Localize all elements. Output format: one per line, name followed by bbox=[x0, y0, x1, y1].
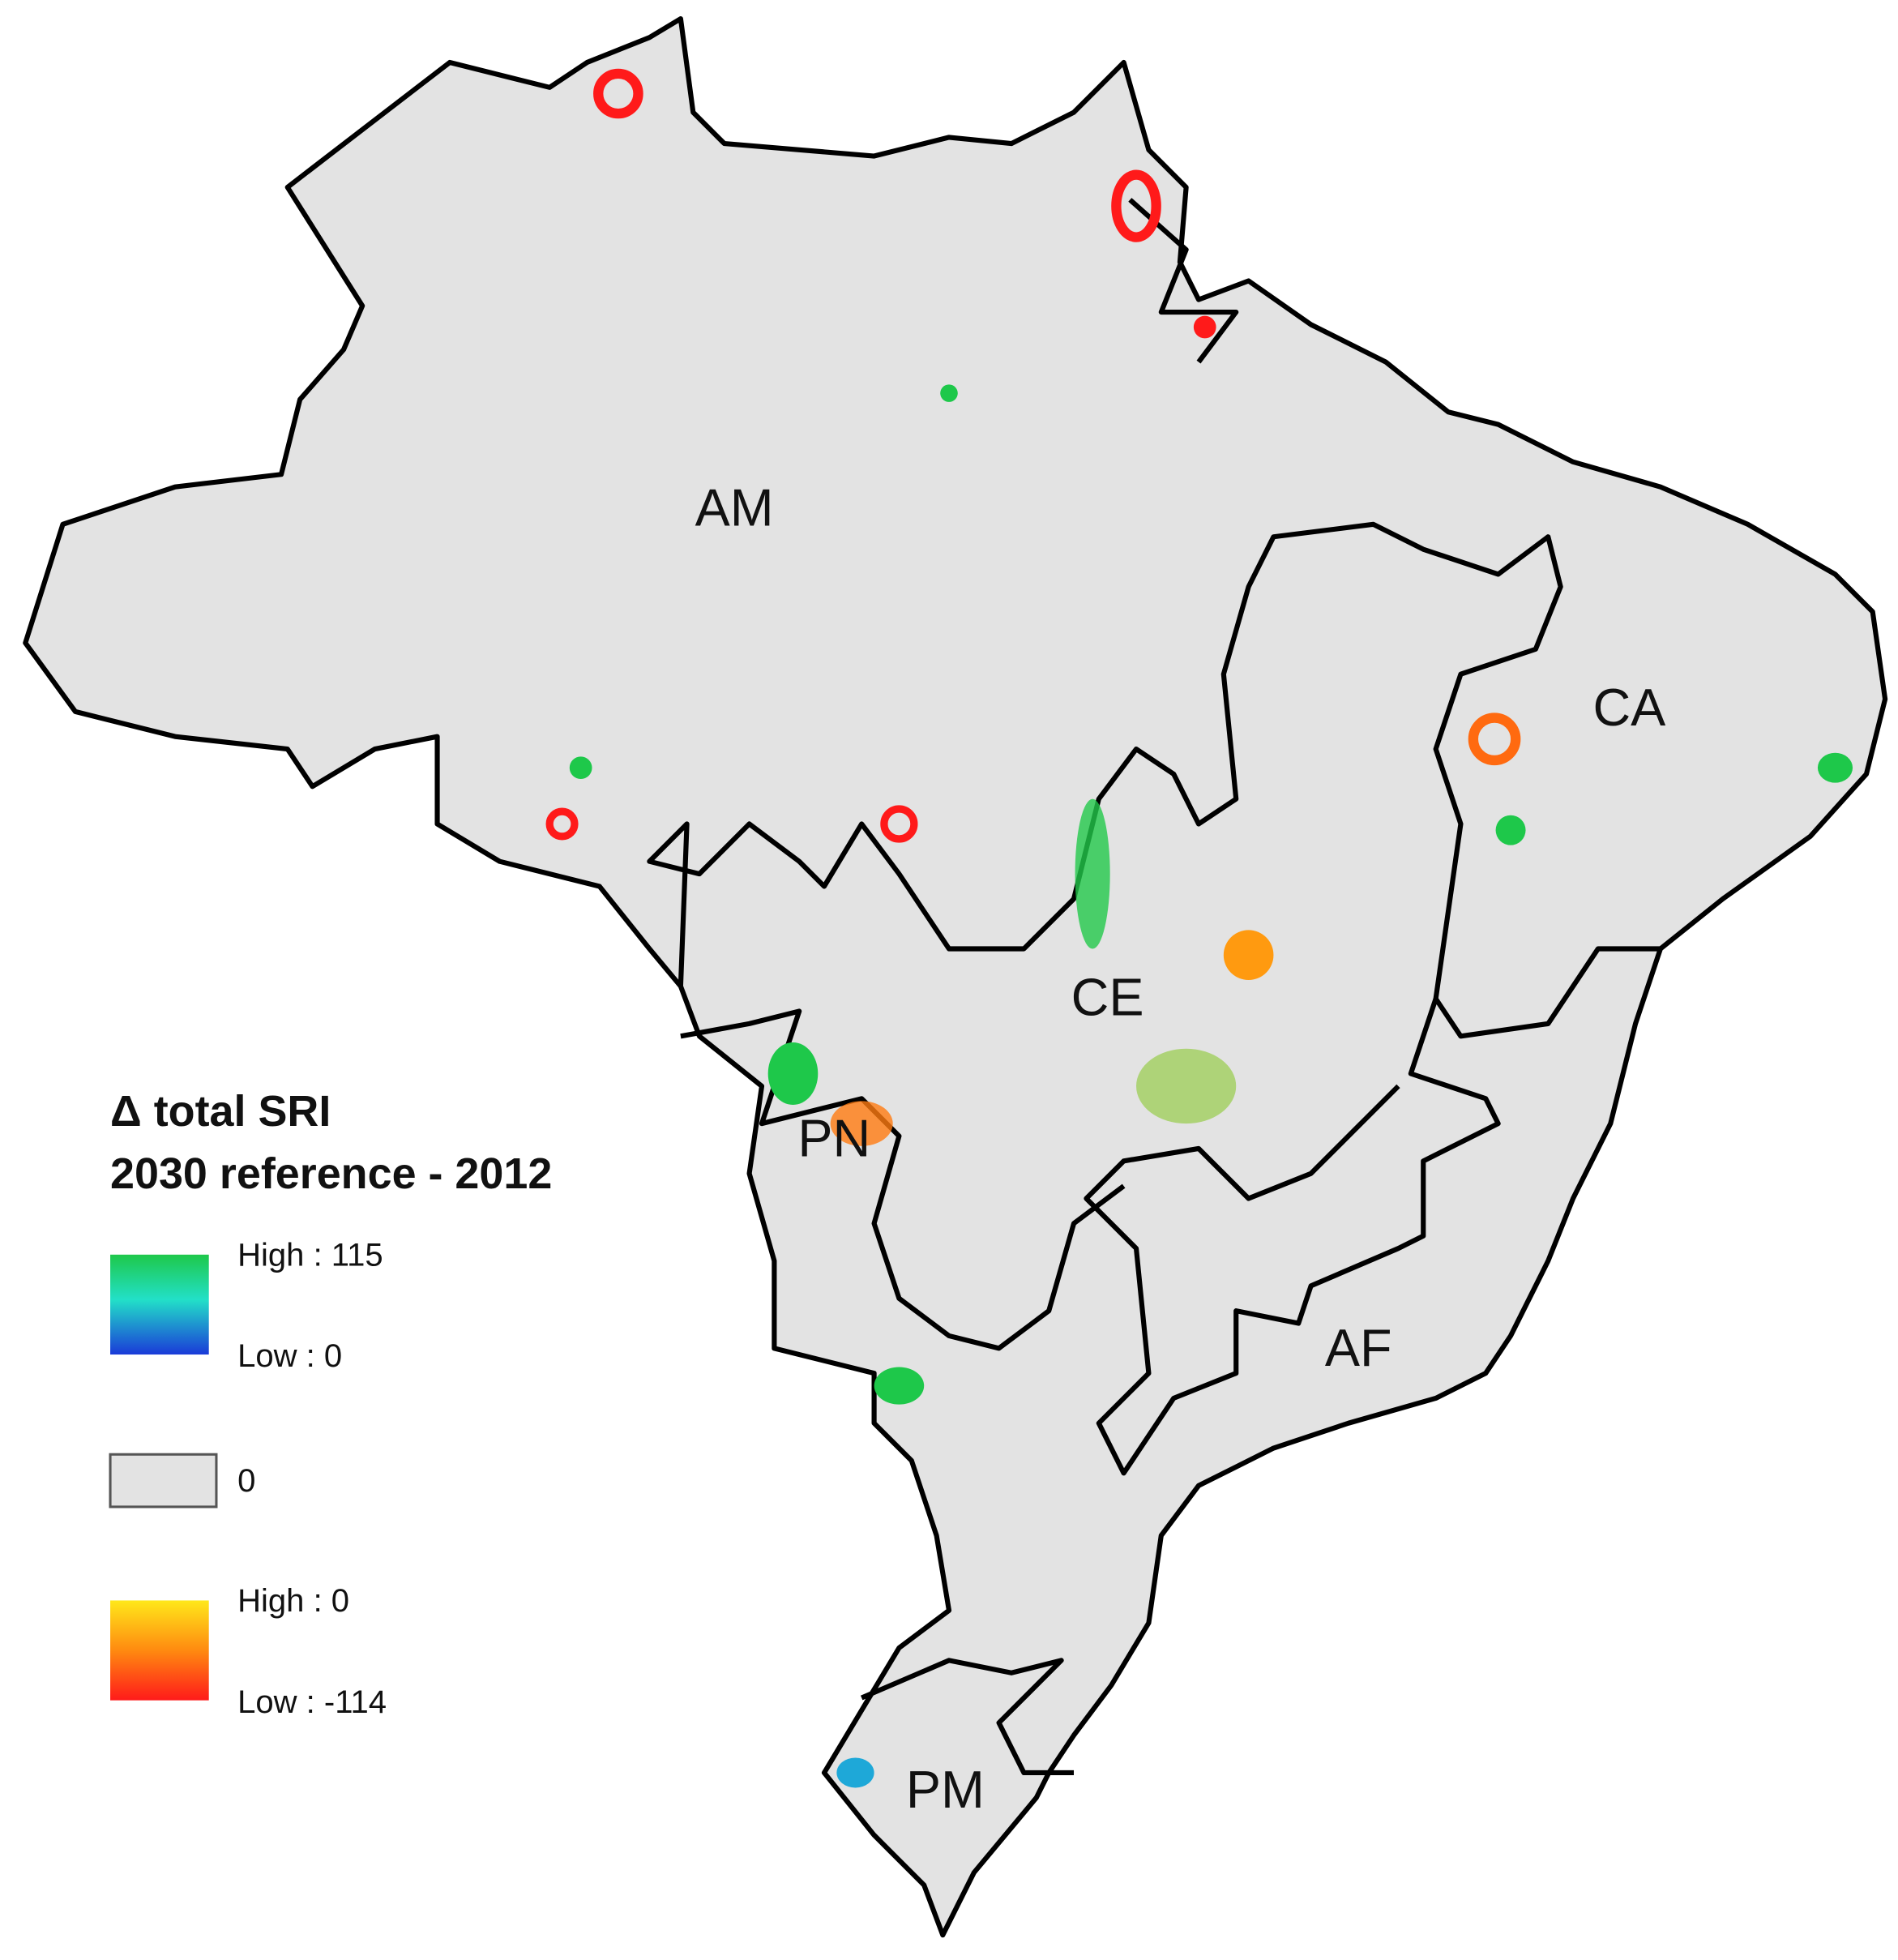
region-label: CA bbox=[1592, 678, 1666, 737]
region-label: AF bbox=[1325, 1318, 1392, 1377]
increase-patch bbox=[836, 1757, 874, 1788]
legend-label: Low : 0 bbox=[237, 1338, 342, 1374]
legend-swatch-negative bbox=[110, 1600, 209, 1701]
decrease-patch bbox=[830, 1101, 893, 1146]
sri-change-patches bbox=[545, 68, 1853, 1788]
legend-label: High : 0 bbox=[237, 1583, 349, 1619]
mixed-patch bbox=[1136, 1048, 1237, 1124]
decrease-patch bbox=[880, 805, 918, 843]
legend: Δ total SRI 2030 reference - 2012 High :… bbox=[109, 1087, 552, 1720]
increase-patch bbox=[1075, 798, 1110, 949]
region-label: CE bbox=[1071, 967, 1144, 1026]
biome-border bbox=[1084, 998, 1501, 1476]
increase-patch bbox=[1495, 815, 1526, 845]
increase-patch bbox=[874, 1367, 925, 1405]
legend-label: 0 bbox=[237, 1463, 255, 1499]
region-labels: AM CA CE PN AF PM bbox=[695, 478, 1667, 1820]
region-label: PM bbox=[906, 1760, 985, 1819]
decrease-patch bbox=[1468, 713, 1521, 766]
biome-border bbox=[680, 1008, 1126, 1351]
legend-label: Low : -114 bbox=[237, 1684, 387, 1720]
legend-title: Δ total SRI bbox=[110, 1087, 331, 1136]
region-label: PN bbox=[797, 1108, 870, 1167]
increase-patch bbox=[569, 756, 592, 780]
legend-label: High : 115 bbox=[237, 1237, 383, 1273]
decrease-patch bbox=[593, 68, 643, 119]
legend-swatch-positive bbox=[110, 1254, 209, 1355]
decrease-patch bbox=[545, 807, 579, 841]
biome-border bbox=[860, 1658, 1075, 1776]
increase-patch bbox=[1817, 752, 1853, 783]
biome-border bbox=[647, 521, 1661, 1039]
region-label: AM bbox=[695, 478, 774, 537]
decrease-patch bbox=[1193, 315, 1216, 339]
legend-title: 2030 reference - 2012 bbox=[110, 1149, 552, 1198]
increase-patch bbox=[767, 1042, 819, 1106]
decrease-patch bbox=[1223, 930, 1274, 980]
biome-borders bbox=[647, 198, 1661, 1776]
legend-swatch-zero bbox=[109, 1453, 218, 1509]
decrease-patch bbox=[1111, 169, 1161, 242]
increase-patch bbox=[940, 384, 958, 402]
country-outline bbox=[23, 16, 1888, 1938]
biome-border bbox=[1128, 198, 1239, 364]
